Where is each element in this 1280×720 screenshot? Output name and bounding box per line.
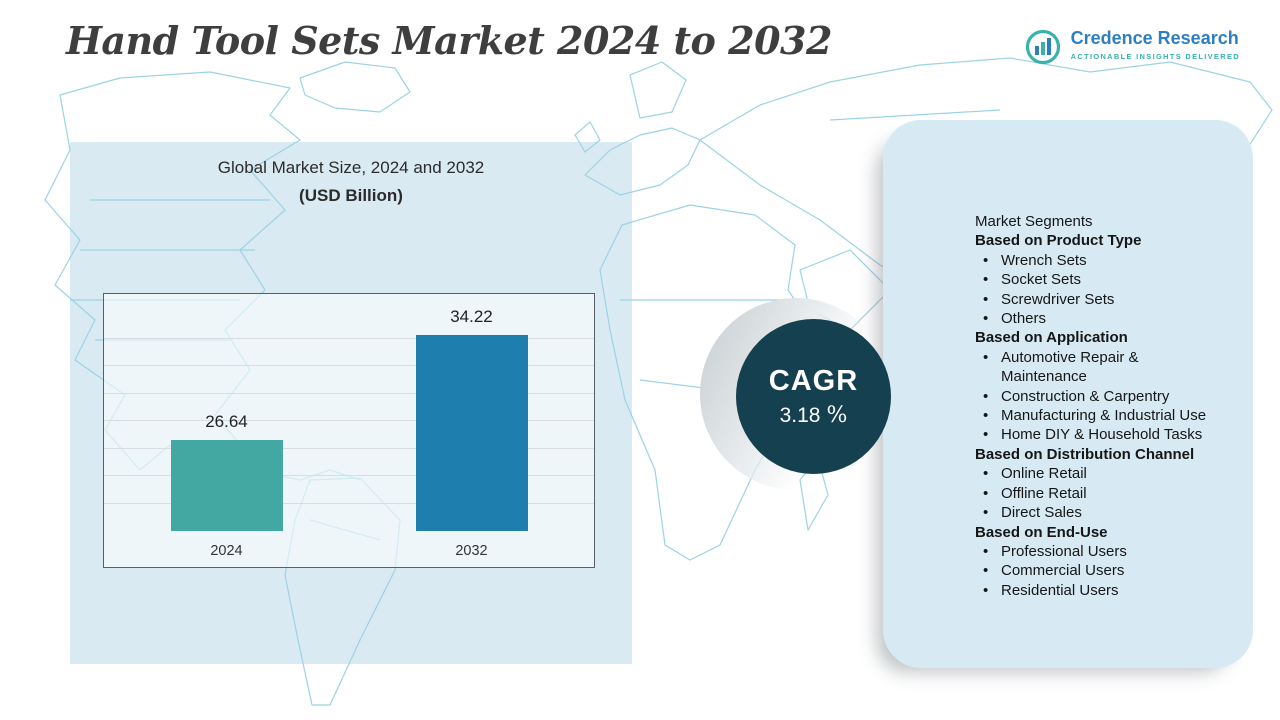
- bar-value-label: 34.22: [450, 307, 493, 326]
- brand-tagline: Actionable Insights Delivered: [1070, 52, 1240, 61]
- segment-item: • Socket Sets: [975, 270, 1216, 289]
- bullet-icon: •: [983, 465, 989, 483]
- segment-item: • Home DIY & Household Tasks: [975, 425, 1216, 444]
- bullet-icon: •: [983, 348, 989, 366]
- gridline: [104, 337, 594, 339]
- bullet-icon: •: [983, 426, 989, 444]
- segment-item-label: Socket Sets: [1001, 271, 1082, 289]
- segment-item: • Wrench Sets: [975, 251, 1216, 270]
- segments-list: Market Segments Based on Product Type • Wr…: [883, 120, 1253, 600]
- segment-item: • Professional Users: [975, 542, 1216, 561]
- cagr-value: 3.18%: [780, 403, 848, 428]
- bar-group: 26.64 2024: [104, 294, 349, 567]
- credence-logo-icon: [1025, 29, 1060, 65]
- brand-logo: Credence Research Actionable Insights De…: [1024, 28, 1240, 66]
- bar-chart: 26.64 2024 34.22 2032: [103, 293, 595, 568]
- bullet-icon: •: [983, 407, 989, 425]
- segment-item: • Automotive Repair & Maintenance: [975, 348, 1216, 387]
- segment-item-label: Online Retail: [1001, 465, 1087, 483]
- segment-item: • Construction & Carpentry: [975, 387, 1216, 406]
- bar-value-label: 26.64: [205, 412, 248, 431]
- chart-title-block: Global Market Size, 2024 and 2032 (USD B…: [70, 158, 632, 206]
- cagr-value-number: 3.18: [779, 404, 821, 427]
- bar: [415, 335, 528, 531]
- segment-item-label: Offline Retail: [1001, 484, 1087, 502]
- segment-item: • Screwdriver Sets: [975, 290, 1216, 309]
- bullet-icon: •: [983, 581, 989, 599]
- segments-title: Market Segments: [975, 213, 1093, 230]
- bullet-icon: •: [983, 562, 989, 580]
- bar-plot: 26.64 2024 34.22 2032: [104, 294, 594, 567]
- segment-item-label: Direct Sales: [1001, 504, 1082, 522]
- segment-item-label: Commercial Users: [1001, 562, 1125, 580]
- bullet-icon: •: [983, 542, 989, 560]
- bullet-icon: •: [983, 387, 989, 405]
- chart-title: Global Market Size, 2024 and 2032: [217, 158, 485, 177]
- segment-item: • Direct Sales: [975, 503, 1216, 522]
- segment-item-label: Wrench Sets: [1001, 251, 1087, 269]
- gridline: [104, 365, 594, 366]
- bullet-icon: •: [983, 310, 989, 328]
- segment-heading: Based on Product Type: [975, 232, 1142, 250]
- bar-group: 34.22 2032: [349, 294, 594, 567]
- brand-name: Credence Research: [1070, 28, 1239, 48]
- segment-item: • Offline Retail: [975, 484, 1216, 503]
- segment-item-label: Professional Users: [1001, 542, 1127, 560]
- segment-item: • Manufacturing & Industrial Use: [975, 406, 1216, 425]
- page-title: Hand Tool Sets Market 2024 to 2032: [66, 18, 832, 63]
- chart-subtitle: (USD Billion): [299, 186, 403, 205]
- segment-item-label: Automotive Repair & Maintenance: [1001, 348, 1139, 386]
- segment-heading: Based on Distribution Channel: [975, 445, 1195, 463]
- gridline: [104, 420, 594, 421]
- bullet-icon: •: [983, 290, 989, 308]
- segment-item-label: Construction & Carpentry: [1001, 387, 1170, 405]
- bar-category-label: 2024: [210, 543, 243, 559]
- bar: [170, 440, 283, 531]
- segment-item-label: Manufacturing & Industrial Use: [1001, 407, 1207, 425]
- bar-category-label: 2032: [455, 543, 488, 559]
- segment-item-label: Screwdriver Sets: [1001, 290, 1115, 308]
- segment-heading: Based on Application: [975, 329, 1128, 347]
- segment-item: • Online Retail: [975, 464, 1216, 483]
- segments-panel: Market Segments Based on Product Type • Wr…: [883, 120, 1253, 668]
- segment-item: • Commercial Users: [975, 561, 1216, 580]
- gridline: [104, 447, 594, 449]
- segment-heading: Based on End-Use: [975, 523, 1108, 541]
- cagr-label: CAGR: [768, 365, 859, 397]
- cagr-percent-sign: %: [826, 403, 848, 428]
- segment-item: • Others: [975, 309, 1216, 328]
- gridline: [104, 392, 594, 394]
- bullet-icon: •: [983, 251, 989, 269]
- segment-item-label: Others: [1001, 310, 1047, 328]
- bullet-icon: •: [983, 271, 989, 289]
- segment-item-label: Home DIY & Household Tasks: [1001, 426, 1203, 444]
- bullet-icon: •: [983, 484, 989, 502]
- bullet-icon: •: [983, 504, 989, 522]
- cagr-badge: CAGR 3.18%: [736, 319, 891, 474]
- brand-text: Credence Research Actionable Insights De…: [1071, 28, 1240, 61]
- segment-item: • Residential Users: [975, 581, 1216, 600]
- segment-item-label: Residential Users: [1001, 581, 1119, 599]
